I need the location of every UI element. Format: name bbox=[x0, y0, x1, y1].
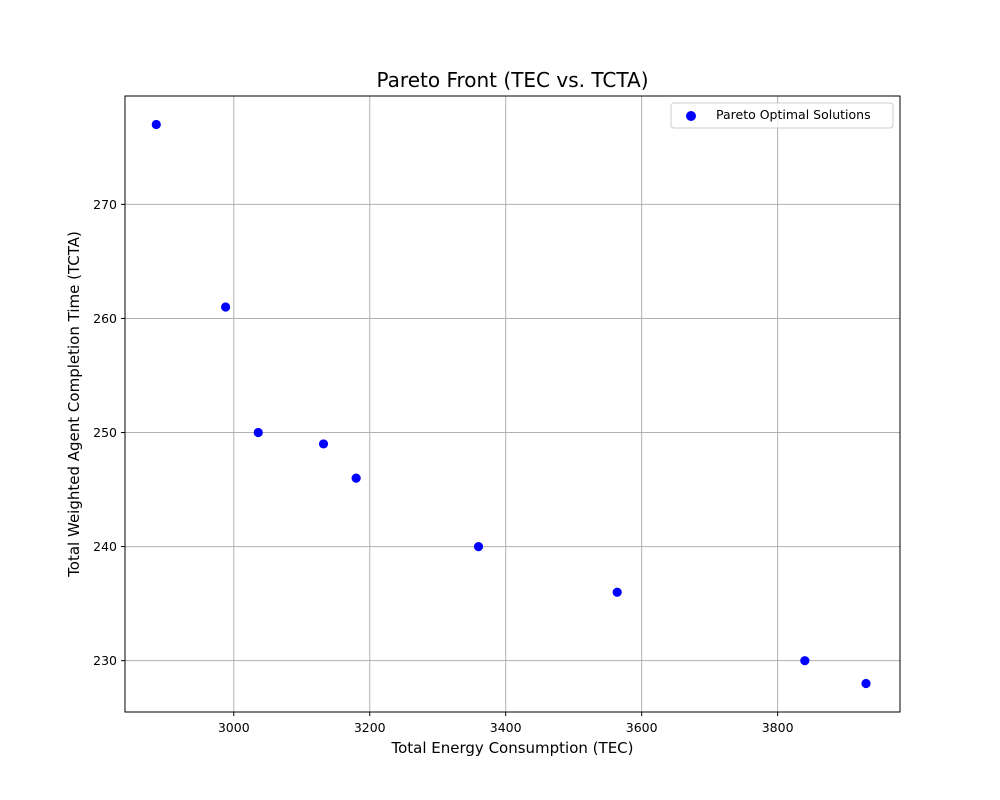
x-axis-ticks: 3000 3200 3400 3600 3800 bbox=[218, 712, 794, 735]
legend: Pareto Optimal Solutions bbox=[670, 102, 894, 129]
y-tick-label: 230 bbox=[93, 653, 117, 668]
y-axis-ticks: 230 240 250 260 270 bbox=[93, 197, 125, 668]
scatter-point bbox=[800, 656, 810, 666]
plot-area-frame bbox=[124, 95, 901, 713]
x-tick-label: 3200 bbox=[354, 720, 386, 735]
x-tick-label: 3000 bbox=[218, 720, 250, 735]
y-tick-label: 260 bbox=[93, 311, 117, 326]
legend-label: Pareto Optimal Solutions bbox=[716, 107, 871, 122]
x-axis-label: Total Energy Consumption (TEC) bbox=[390, 739, 633, 757]
scatter-point bbox=[612, 587, 622, 597]
y-axis-label: Total Weighted Agent Completion Time (TC… bbox=[65, 231, 83, 578]
scatter-point bbox=[318, 439, 329, 449]
data-points bbox=[151, 119, 871, 689]
scatter-point bbox=[351, 473, 361, 483]
y-tick-label: 270 bbox=[93, 197, 117, 212]
scatter-point bbox=[221, 302, 231, 312]
x-tick-label: 3400 bbox=[490, 720, 522, 735]
x-tick-label: 3600 bbox=[626, 720, 658, 735]
scatter-point bbox=[473, 541, 484, 552]
x-tick-label: 3800 bbox=[762, 720, 794, 735]
scatter-point bbox=[861, 678, 871, 689]
legend-marker bbox=[686, 111, 696, 121]
legend-frame bbox=[670, 102, 894, 129]
y-tick-label: 250 bbox=[93, 425, 117, 440]
chart-title: Pareto Front (TEC vs. TCTA) bbox=[377, 68, 649, 92]
y-tick-label: 240 bbox=[93, 539, 117, 554]
scatter-point bbox=[151, 119, 161, 130]
scatter-point bbox=[253, 427, 263, 438]
